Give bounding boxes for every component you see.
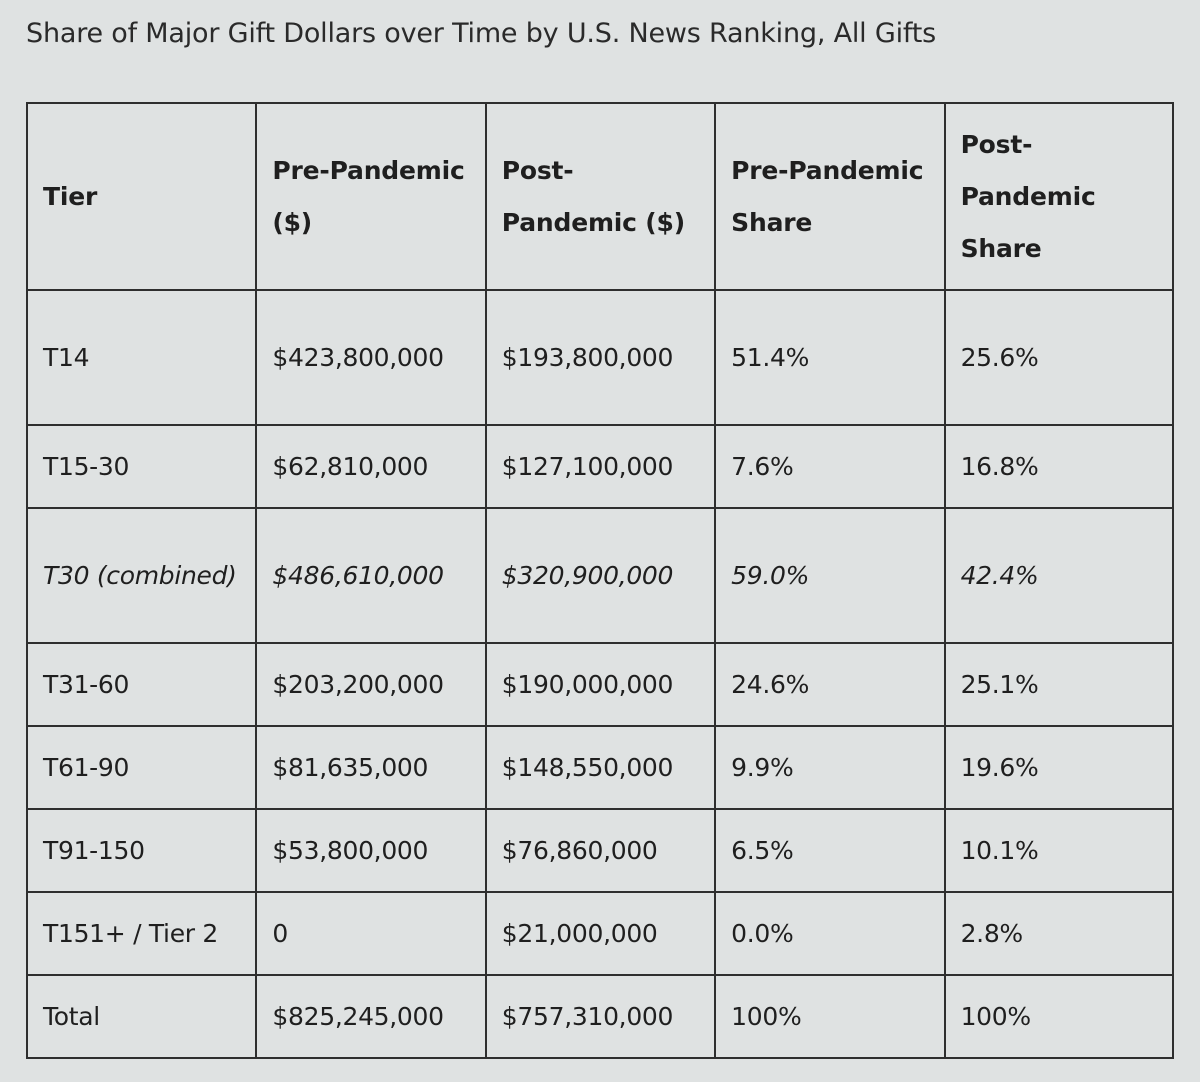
cell-tier: T31-60	[25, 642, 258, 727]
cell-pre-dollars: $825,245,000	[255, 974, 487, 1059]
cell-pre-share: 24.6%	[714, 642, 946, 727]
cell-pre-share: 51.4%	[714, 289, 946, 426]
header-pre-pandemic-dollars: Pre-Pandemic ($)	[255, 102, 487, 291]
cell-pre-dollars: $423,800,000	[255, 289, 487, 426]
cell-pre-share: 7.6%	[714, 424, 946, 509]
cell-post-share: 100%	[943, 974, 1175, 1059]
cell-pre-share: 9.9%	[714, 725, 946, 810]
cell-tier: T14	[25, 289, 258, 426]
cell-post-share: 10.1%	[943, 808, 1175, 893]
cell-tier: T61-90	[25, 725, 258, 810]
cell-post-dollars: $76,860,000	[484, 808, 717, 893]
cell-post-dollars: $190,000,000	[484, 642, 717, 727]
header-tier: Tier	[25, 102, 258, 291]
cell-tier: T30 (combined)	[25, 507, 258, 644]
cell-pre-share: 59.0%	[714, 507, 946, 644]
cell-tier: T91-150	[25, 808, 258, 893]
cell-post-dollars: $127,100,000	[484, 424, 717, 509]
cell-pre-dollars: $81,635,000	[255, 725, 487, 810]
table-row: T15-30 $62,810,000 $127,100,000 7.6% 16.…	[25, 424, 1175, 509]
header-post-pandemic-dollars: Post-Pandemic ($)	[484, 102, 717, 291]
table-row: T61-90 $81,635,000 $148,550,000 9.9% 19.…	[25, 725, 1175, 810]
cell-post-dollars: $148,550,000	[484, 725, 717, 810]
cell-post-dollars: $320,900,000	[484, 507, 717, 644]
cell-tier: T15-30	[25, 424, 258, 509]
cell-pre-share: 0.0%	[714, 891, 946, 976]
cell-pre-share: 6.5%	[714, 808, 946, 893]
table-row: T151+ / Tier 2 0 $21,000,000 0.0% 2.8%	[25, 891, 1175, 976]
table-row: T14 $423,800,000 $193,800,000 51.4% 25.6…	[25, 289, 1175, 426]
cell-tier: T151+ / Tier 2	[25, 891, 258, 976]
table-row: T91-150 $53,800,000 $76,860,000 6.5% 10.…	[25, 808, 1175, 893]
table-row: T31-60 $203,200,000 $190,000,000 24.6% 2…	[25, 642, 1175, 727]
cell-post-share: 16.8%	[943, 424, 1175, 509]
cell-pre-share: 100%	[714, 974, 946, 1059]
table-header-row: Tier Pre-Pandemic ($) Post-Pandemic ($) …	[25, 102, 1175, 291]
page-title: Share of Major Gift Dollars over Time by…	[26, 18, 936, 49]
table-row-total: Total $825,245,000 $757,310,000 100% 100…	[25, 974, 1175, 1059]
cell-post-share: 42.4%	[943, 507, 1175, 644]
cell-post-dollars: $757,310,000	[484, 974, 717, 1059]
cell-tier: Total	[25, 974, 258, 1059]
header-pre-pandemic-share: Pre-Pandemic Share	[714, 102, 946, 291]
table-row: T30 (combined) $486,610,000 $320,900,000…	[25, 507, 1175, 644]
cell-post-share: 2.8%	[943, 891, 1175, 976]
cell-post-dollars: $193,800,000	[484, 289, 717, 426]
header-post-pandemic-share: Post-Pandemic Share	[943, 102, 1175, 291]
cell-pre-dollars: 0	[255, 891, 487, 976]
cell-post-dollars: $21,000,000	[484, 891, 717, 976]
cell-pre-dollars: $486,610,000	[255, 507, 487, 644]
cell-post-share: 25.6%	[943, 289, 1175, 426]
cell-pre-dollars: $62,810,000	[255, 424, 487, 509]
cell-post-share: 19.6%	[943, 725, 1175, 810]
cell-pre-dollars: $53,800,000	[255, 808, 487, 893]
gift-share-table: Tier Pre-Pandemic ($) Post-Pandemic ($) …	[25, 102, 1175, 1059]
cell-post-share: 25.1%	[943, 642, 1175, 727]
cell-pre-dollars: $203,200,000	[255, 642, 487, 727]
